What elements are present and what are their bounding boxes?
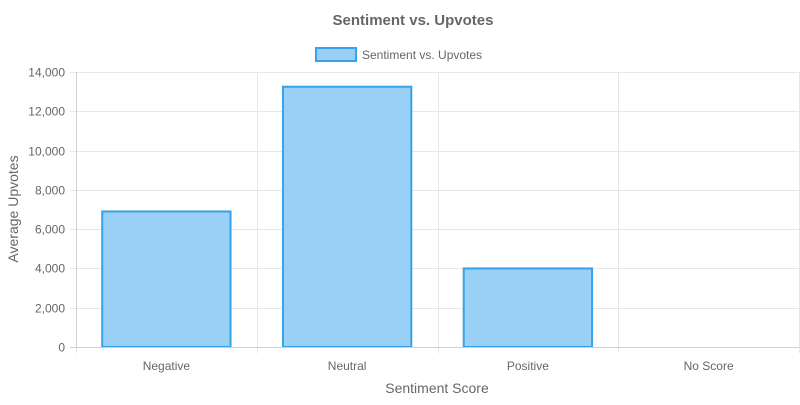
x-tick-label: Neutral xyxy=(328,359,367,373)
x-tick-label: Positive xyxy=(507,359,549,373)
y-tick-label: 6,000 xyxy=(35,223,65,237)
x-axis-title: Sentiment Score xyxy=(385,380,489,396)
bar-positive[interactable] xyxy=(462,267,594,348)
bar-negative[interactable] xyxy=(101,210,232,348)
bar-neutral[interactable] xyxy=(281,85,413,348)
y-tick-label: 0 xyxy=(58,341,65,355)
legend-label: Sentiment vs. Upvotes xyxy=(362,48,482,62)
legend-swatch xyxy=(315,47,357,62)
bars xyxy=(101,85,594,348)
y-tick-label: 14,000 xyxy=(28,66,65,80)
y-tick-label: 10,000 xyxy=(28,145,65,159)
x-tick-label: Negative xyxy=(143,359,191,373)
y-tick-label: 12,000 xyxy=(28,105,65,119)
y-tick-label: 8,000 xyxy=(35,184,65,198)
y-axis-ticks: 0 2,000 4,000 6,000 8,000 10,000 12,000 14,000 xyxy=(28,66,65,355)
axes xyxy=(70,72,799,348)
x-tick-label: No Score xyxy=(684,359,734,373)
legend[interactable]: Sentiment vs. Upvotes xyxy=(315,47,482,62)
y-tick-label: 2,000 xyxy=(35,302,65,316)
y-tick-label: 4,000 xyxy=(35,262,65,276)
y-axis-title: Average Upvotes xyxy=(5,155,21,262)
chart-title: Sentiment vs. Upvotes xyxy=(333,12,494,29)
x-axis-ticks: Negative Neutral Positive No Score xyxy=(143,359,734,373)
